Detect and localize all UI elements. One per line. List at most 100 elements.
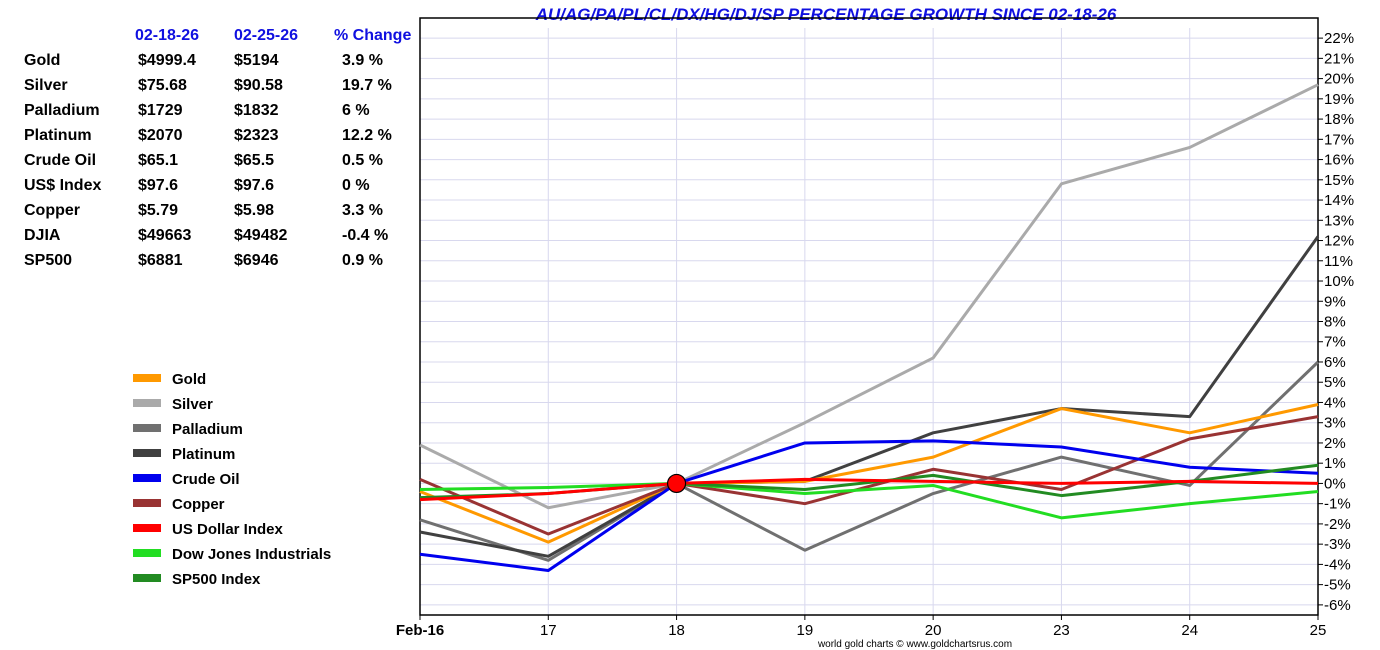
y-tick-label: 8% — [1324, 314, 1346, 331]
table-row-change: 19.7 % — [342, 77, 392, 94]
series-line-us-dollar-index — [419, 477, 1319, 502]
x-tick-label: 20 — [925, 622, 942, 639]
x-tick-label: 23 — [1053, 622, 1070, 639]
x-tick-label: 19 — [797, 622, 814, 639]
x-tick-label: 25 — [1310, 622, 1327, 639]
table-row-name: Palladium — [24, 102, 100, 119]
table-row-start: $1729 — [138, 102, 183, 119]
table-row-name: Silver — [24, 77, 68, 94]
legend-swatch — [133, 549, 161, 557]
y-tick-percent-sign: % — [1341, 212, 1354, 229]
y-tick-percent-sign: % — [1341, 50, 1354, 67]
y-tick-percent-sign: % — [1332, 334, 1345, 351]
y-tick-percent-sign: % — [1341, 192, 1354, 209]
y-tick-percent-sign: % — [1337, 597, 1350, 614]
legend-swatch — [133, 399, 161, 407]
y-tick-percent-sign: % — [1332, 354, 1345, 371]
table-row-name: SP500 — [24, 252, 72, 269]
legend-label: Gold — [172, 371, 206, 388]
plot-frame — [419, 17, 1319, 616]
legend-swatch — [133, 424, 161, 432]
legend-swatch — [133, 474, 161, 482]
table-row-change: 3.3 % — [342, 202, 383, 219]
table-row-start: $65.1 — [138, 152, 178, 169]
x-tick-label: 18 — [668, 622, 685, 639]
legend-swatch — [133, 449, 161, 457]
table-row-start: $2070 — [138, 127, 183, 144]
y-tick-label: 15% — [1324, 172, 1354, 189]
y-tick-label: 18% — [1324, 111, 1354, 128]
y-tick-label: 5% — [1324, 374, 1346, 391]
table-row-name: Platinum — [24, 127, 92, 144]
y-tick-label: 3% — [1324, 415, 1346, 432]
table-row-change: 12.2 % — [342, 127, 392, 144]
y-tick-percent-sign: % — [1341, 30, 1354, 47]
table-row-end: $5.98 — [234, 202, 274, 219]
y-tick-percent-sign: % — [1341, 131, 1354, 148]
chart-title: AU/AG/PA/PL/CL/DX/HG/DJ/SP PERCENTAGE GR… — [535, 5, 1117, 24]
series-line-crude-oil — [419, 439, 1319, 572]
table-row-change: 0 % — [342, 177, 370, 194]
table-row-start: $6881 — [138, 252, 183, 269]
y-tick-percent-sign: % — [1341, 152, 1354, 169]
table-row-name: US$ Index — [24, 177, 101, 194]
legend-label: US Dollar Index — [172, 521, 284, 538]
series-line-platinum — [419, 235, 1320, 558]
legend-label: Silver — [172, 396, 213, 413]
table-row-start: $49663 — [138, 227, 191, 244]
table-header-start-date: 02-18-26 — [135, 27, 199, 44]
table-row-start: $5.79 — [138, 202, 178, 219]
table-row-end: $2323 — [234, 127, 279, 144]
table-row-change: 6 % — [342, 102, 370, 119]
table-header-end-date: 02-25-26 — [234, 27, 298, 44]
legend-label: Palladium — [172, 421, 243, 438]
table-row-start: $97.6 — [138, 177, 178, 194]
y-tick-percent-sign: % — [1340, 253, 1353, 270]
y-tick-percent-sign: % — [1332, 415, 1345, 432]
table-row-change: 3.9 % — [342, 52, 383, 69]
table-row-change: -0.4 % — [342, 227, 388, 244]
credit-text: world gold charts © www.goldchartsrus.co… — [817, 639, 1012, 650]
table-row-end: $6946 — [234, 252, 279, 269]
series-line-dow-jones-industrials — [419, 481, 1319, 520]
series-line-copper — [419, 415, 1319, 536]
y-tick-label: 6% — [1324, 354, 1346, 371]
y-tick-percent-sign: % — [1337, 556, 1350, 573]
y-tick-label: 11% — [1324, 253, 1353, 270]
y-tick-percent-sign: % — [1332, 314, 1345, 331]
legend-swatch — [133, 499, 161, 507]
y-tick-label: 13% — [1324, 212, 1354, 229]
y-tick-label: 10% — [1324, 273, 1354, 290]
y-tick-percent-sign: % — [1341, 172, 1354, 189]
table-row-end: $49482 — [234, 227, 287, 244]
y-tick-percent-sign: % — [1332, 435, 1345, 452]
y-tick-percent-sign: % — [1337, 516, 1350, 533]
table-row-start: $4999.4 — [138, 52, 196, 69]
y-tick-label: 12% — [1324, 233, 1354, 250]
table-row-end: $1832 — [234, 102, 279, 119]
y-tick-label: 2% — [1324, 435, 1346, 452]
x-tick-label: 24 — [1181, 622, 1198, 639]
y-tick-percent-sign: % — [1341, 91, 1354, 108]
y-tick-percent-sign: % — [1341, 111, 1354, 128]
y-tick-label: 20% — [1324, 71, 1354, 88]
y-tick-percent-sign: % — [1341, 233, 1354, 250]
legend-label: Crude Oil — [172, 471, 240, 488]
legend-swatch — [133, 374, 161, 382]
y-tick-label: 19% — [1324, 91, 1354, 108]
series-line-gold — [419, 403, 1319, 544]
y-tick-percent-sign: % — [1332, 374, 1345, 391]
legend-label: SP500 Index — [172, 571, 261, 588]
table-row-end: $65.5 — [234, 152, 274, 169]
table-row-start: $75.68 — [138, 77, 187, 94]
y-tick-label: 4% — [1324, 394, 1346, 411]
base-date-marker — [666, 473, 687, 494]
x-tick-label: 17 — [540, 622, 557, 639]
price-table: 02-18-26 02-25-26 % Change Gold $4999.4 $5… — [24, 27, 411, 269]
table-row-name: Copper — [24, 202, 80, 219]
legend-swatch — [133, 524, 161, 532]
table-row-end: $90.58 — [234, 77, 283, 94]
y-tick-label: -5% — [1324, 577, 1351, 594]
table-row-end: $5194 — [234, 52, 279, 69]
y-tick-label: 1% — [1324, 455, 1346, 472]
